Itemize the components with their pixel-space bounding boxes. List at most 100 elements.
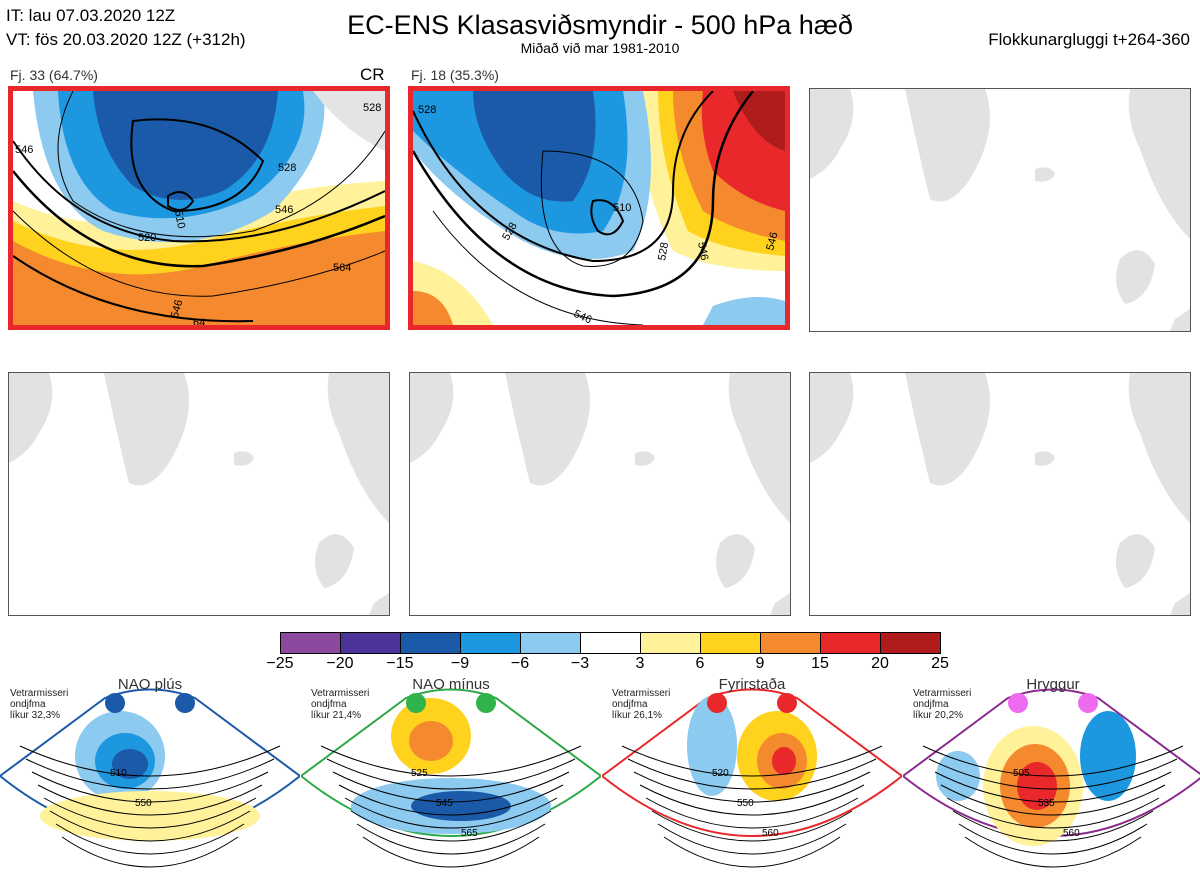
regime-info-line: líkur 20,2%	[913, 710, 964, 721]
colorbar-swatch	[641, 633, 701, 653]
contour-label: 528	[363, 102, 381, 114]
cluster-map-2[interactable]: 528 510 528 528 546 546 546	[408, 86, 790, 330]
height-contour	[320, 745, 582, 777]
contour-label: 510	[613, 202, 631, 214]
contour-label: 520	[712, 768, 729, 779]
colorbar-tick-label: 6	[695, 655, 705, 672]
valid-time: VT: fös 20.03.2020 12Z (+312h)	[6, 30, 246, 49]
regime-info-line: ondjfma	[10, 699, 46, 710]
colorbar-tick-label: −20	[326, 655, 354, 672]
regime-marker-dot	[777, 693, 797, 713]
regime-name: Hryggur	[1026, 676, 1080, 693]
anomaly-area	[40, 791, 260, 841]
height-contour	[19, 745, 281, 777]
colorbar-swatch	[701, 633, 761, 653]
regime-marker-dot	[1078, 693, 1098, 713]
colorbar-tick-label: −9	[450, 655, 470, 672]
contour-label: 546	[572, 308, 594, 325]
anomaly-area	[1080, 711, 1136, 801]
contour-label: 505	[1013, 768, 1030, 779]
contour-label: 546	[15, 144, 33, 156]
regime-info-line: ondjfma	[913, 699, 949, 710]
cluster-map-4[interactable]	[8, 372, 390, 616]
panel-1-label: Fj. 33 (64.7%)	[10, 67, 98, 83]
regime-info: Vetrarmisseri ondjfma líkur 20,2%	[913, 688, 971, 721]
contour-label: 525	[411, 768, 428, 779]
colorbar-swatch	[281, 633, 341, 653]
contour-label: 546	[764, 231, 780, 252]
colorbar-swatch	[881, 633, 940, 653]
contour-label: 545	[436, 798, 453, 809]
page-subtitle: Miðað við mar 1981-2010	[520, 40, 680, 56]
regime-info-line: Vetrarmisseri	[612, 688, 671, 699]
height-contour	[946, 797, 1160, 829]
regime-3: 520 550 560 Fyrirstaða Vetrarmisseri ondjfma l…	[600, 676, 904, 871]
colorbar-tick-label: 20	[871, 655, 889, 672]
contour-label: 528	[656, 241, 671, 261]
contour-label: 546	[169, 299, 185, 320]
height-contour	[61, 836, 239, 868]
height-contour	[922, 745, 1184, 777]
height-contour	[940, 784, 1166, 816]
height-contour	[31, 771, 269, 803]
colorbar-swatch	[761, 633, 821, 653]
height-contour	[958, 823, 1148, 855]
initial-time: IT: lau 07.03.2020 12Z	[6, 6, 176, 25]
header-info: IT: lau 07.03.2020 12Z VT: fös 20.03.202…	[6, 4, 246, 52]
regime-info-line: líkur 26,1%	[612, 710, 663, 721]
height-contour	[344, 797, 558, 829]
regime-info-line: Vetrarmisseri	[311, 688, 370, 699]
colorbar-tick-label: 15	[811, 655, 829, 672]
regime-marker-dot	[476, 693, 496, 713]
regime-map: 525 545 565	[299, 688, 603, 868]
regime-info-line: líkur 32,3%	[10, 710, 61, 721]
regime-info-line: ondjfma	[612, 699, 648, 710]
anomaly-area	[1017, 762, 1057, 810]
height-contour	[633, 771, 871, 803]
colorbar	[280, 632, 941, 654]
regime-4: 505 535 560 Hryggur Vetrarmisseri ondjfma líku…	[901, 676, 1200, 871]
height-contour	[627, 758, 877, 790]
contour-label: 550	[135, 798, 152, 809]
height-contour	[326, 758, 576, 790]
height-contour	[37, 784, 263, 816]
height-contour	[49, 810, 251, 842]
regime-marker-dot	[175, 693, 195, 713]
height-contour	[645, 797, 859, 829]
page-title: EC-ENS Klasasviðsmyndir - 500 hPa hæð	[347, 10, 853, 40]
anomaly-area	[112, 749, 148, 779]
cluster-map-6[interactable]	[809, 372, 1191, 616]
map-graphic	[810, 373, 1190, 615]
height-contour	[332, 771, 570, 803]
cluster-map-5[interactable]	[409, 372, 791, 616]
height-contour	[639, 784, 865, 816]
regime-name: Fyrirstaða	[718, 676, 786, 693]
height-contour	[356, 823, 546, 855]
colorbar-tick-label: 9	[755, 655, 765, 672]
colorbar-tick-label: 25	[931, 655, 949, 672]
height-contour	[663, 836, 841, 868]
contour-label: 528	[418, 104, 436, 116]
height-contour	[964, 836, 1142, 868]
colorbar-tick-label: −6	[510, 655, 530, 672]
colorbar-swatch	[821, 633, 881, 653]
regime-name: NAO plús	[117, 676, 183, 693]
colorbar-swatch	[461, 633, 521, 653]
regime-marker-dot	[105, 693, 125, 713]
colorbar-tick-label: −25	[266, 655, 294, 672]
cluster-map-1[interactable]: 510 528 546 564 546 520 528 546 64	[8, 86, 390, 330]
regime-info: Vetrarmisseri ondjfma líkur 26,1%	[612, 688, 670, 721]
contour-label: 550	[737, 798, 754, 809]
height-contour	[657, 823, 847, 855]
colorbar-swatch	[401, 633, 461, 653]
contour-label: 510	[110, 768, 127, 779]
regime-map: 505 535 560	[901, 688, 1200, 868]
contour-label: 510	[172, 209, 187, 229]
contour-label: 560	[1063, 828, 1080, 839]
regime-map: 520 550 560	[600, 688, 904, 868]
colorbar-swatch	[341, 633, 401, 653]
cluster-map-3[interactable]	[809, 88, 1191, 332]
panel-1-tag: CR	[360, 65, 385, 84]
contour-label: 528	[278, 162, 296, 174]
contour-label: 535	[1038, 798, 1055, 809]
